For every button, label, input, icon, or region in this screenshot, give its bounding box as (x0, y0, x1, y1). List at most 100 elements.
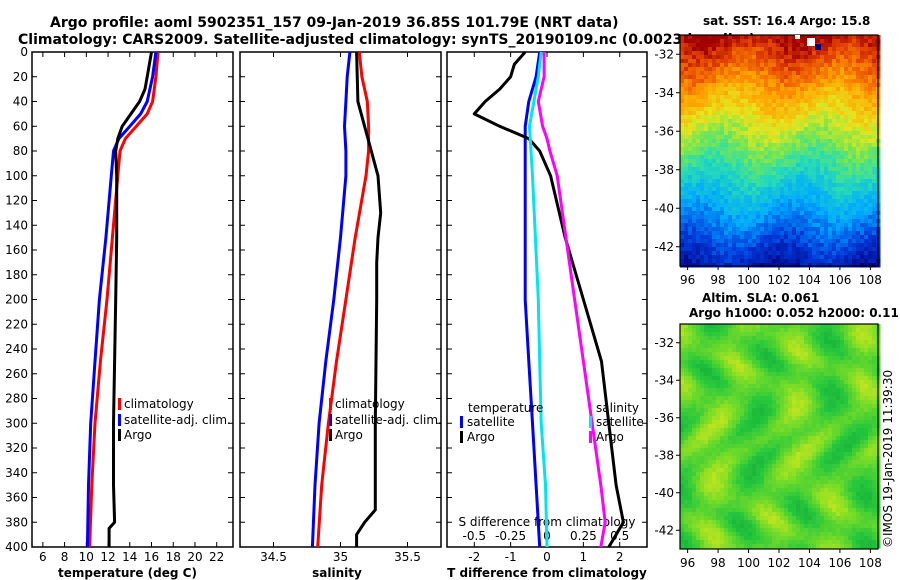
map-cell (688, 340, 693, 345)
map-cell (708, 171, 713, 176)
map-cell (808, 91, 813, 96)
map-cell (792, 51, 797, 56)
map-cell (712, 111, 717, 116)
map-cell (848, 332, 853, 337)
map-cell (700, 143, 705, 148)
map-cell (808, 111, 813, 116)
map-cell (772, 123, 777, 128)
map-cell (860, 380, 865, 385)
map-cell (836, 328, 841, 333)
map-cell (764, 55, 769, 60)
map-cell (756, 119, 761, 124)
map-cell (872, 135, 877, 140)
map-cell (708, 35, 713, 40)
map-cell (748, 203, 753, 208)
map-cell (796, 63, 801, 68)
map-cell (832, 39, 837, 44)
map-cell (816, 408, 821, 413)
map-cell (688, 95, 693, 100)
map-cell (776, 179, 781, 184)
map-cell (820, 440, 825, 445)
map-cell (680, 155, 685, 160)
map-cell (796, 263, 801, 268)
map-cell (736, 83, 741, 88)
map-cell (716, 416, 721, 421)
map-cell (704, 87, 709, 92)
map-cell (768, 63, 773, 68)
map-cell (848, 75, 853, 80)
map-cell (856, 436, 861, 441)
map-cell (696, 348, 701, 353)
map-cell (820, 380, 825, 385)
map-cell (740, 39, 745, 44)
map-cell (764, 199, 769, 204)
map-cell (700, 404, 705, 409)
map-cell (836, 179, 841, 184)
map-cell (768, 191, 773, 196)
map-cell (736, 243, 741, 248)
map-cell (776, 143, 781, 148)
map-cell (744, 159, 749, 164)
map-cell (684, 376, 689, 381)
map-cell (840, 404, 845, 409)
map-cell (816, 107, 821, 112)
map-cell (852, 416, 857, 421)
map-cell (836, 155, 841, 160)
map-cell (724, 163, 729, 168)
map-cell (752, 368, 757, 373)
map-cell (788, 223, 793, 228)
map-cell (736, 420, 741, 425)
map-cell (756, 388, 761, 393)
map-cell (824, 412, 829, 417)
map-cell (804, 364, 809, 369)
map-cell (820, 247, 825, 252)
map-cell (716, 444, 721, 449)
map-cell (788, 131, 793, 136)
map-cell (812, 420, 817, 425)
legend-swatch (589, 416, 592, 428)
map-cell (724, 412, 729, 417)
map-cell (716, 348, 721, 353)
map-cell (696, 83, 701, 88)
map-cell (728, 424, 733, 429)
map-cell (712, 83, 717, 88)
map-cell (804, 456, 809, 461)
map-cell (776, 223, 781, 228)
map-cell (696, 179, 701, 184)
map-cell (712, 175, 717, 180)
map-cell (712, 255, 717, 260)
map-cell (748, 456, 753, 461)
map-cell (856, 388, 861, 393)
map-cell (828, 215, 833, 220)
map-cell (864, 428, 869, 433)
map-cell (748, 360, 753, 365)
map-cell (760, 223, 765, 228)
map-cell (824, 75, 829, 80)
map-cell (776, 388, 781, 393)
map-cell (776, 167, 781, 172)
map-cell (804, 203, 809, 208)
map-cell (792, 163, 797, 168)
map-cell (784, 324, 789, 329)
map-cell (720, 83, 725, 88)
map-cell (816, 227, 821, 232)
map-cell (716, 404, 721, 409)
map-cell (744, 207, 749, 212)
map-cell (700, 336, 705, 341)
map-cell (844, 324, 849, 329)
map-cell (740, 255, 745, 260)
map-cell (684, 412, 689, 417)
map-cell (836, 171, 841, 176)
map-cell (728, 227, 733, 232)
map-cell (768, 67, 773, 72)
map-cell (868, 460, 873, 465)
map-cell (784, 143, 789, 148)
map-cell (744, 247, 749, 252)
map-cell (752, 163, 757, 168)
map-cell (784, 43, 789, 48)
map-cell (732, 388, 737, 393)
map-cell (716, 344, 721, 349)
map-cell (728, 231, 733, 236)
map-cell (716, 55, 721, 60)
map-cell (764, 123, 769, 128)
